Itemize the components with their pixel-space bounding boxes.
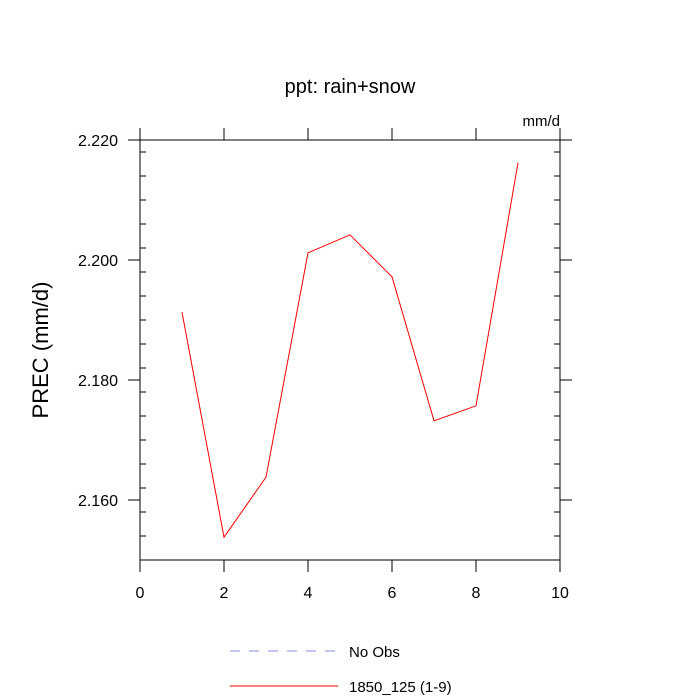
legend-label: 1850_125 (1-9) [349, 679, 452, 696]
chart-title: ppt: rain+snow [285, 76, 416, 98]
minor-ticks [140, 151, 560, 561]
plot-frame [139, 139, 561, 561]
series-layer [181, 162, 519, 539]
x-tick-labels: 0 2 4 6 8 10 [136, 585, 569, 602]
y-tick-label: 2.160 [78, 493, 118, 510]
y-tick-labels: 2.160 2.180 2.200 2.220 [78, 133, 118, 510]
y-axis-label: PREC (mm/d) [28, 282, 53, 419]
units-label: mm/d [523, 113, 561, 130]
x-tick-label: 4 [304, 585, 313, 602]
legend-label: No Obs [349, 644, 400, 661]
x-tick-label: 0 [136, 585, 145, 602]
x-tick-label: 2 [220, 585, 229, 602]
legend: No Obs 1850_125 (1-9) [230, 644, 452, 696]
y-tick-label: 2.220 [78, 133, 118, 150]
x-tick-label: 6 [388, 585, 397, 602]
x-tick-label: 8 [472, 585, 481, 602]
series-line [181, 162, 519, 539]
major-ticks [128, 128, 572, 572]
x-tick-label: 10 [551, 585, 569, 602]
y-tick-label: 2.200 [78, 253, 118, 270]
y-tick-label: 2.180 [78, 373, 118, 390]
